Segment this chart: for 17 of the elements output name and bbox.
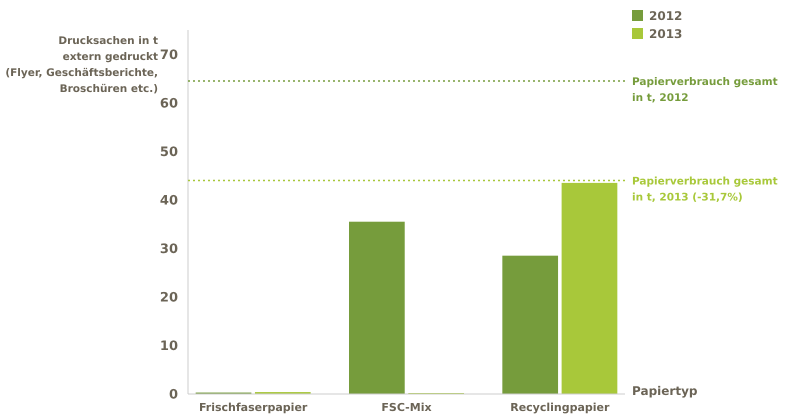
y-axis-title: Drucksachen in t extern gedruckt (Flyer, Geschäftsberichte, Broschüren etc.) [5,35,158,95]
y-tick-label: 50 [160,144,178,160]
y-tick-label: 70 [160,48,178,63]
x-tick-label: FSC-Mix [381,401,432,414]
ref-line-label: Papierverbrauch gesamt in t, 2013 (-31,7%) [632,175,778,204]
x-tick-label: Frischfaserpapier [198,401,308,414]
y-tick-label: 10 [160,339,178,354]
y-tick-label: 20 [160,290,178,306]
y-tick-label: 0 [168,388,178,403]
y-tick-label: 60 [160,96,178,112]
legend-label: 2012 [649,9,682,23]
y-tick-label: 30 [160,242,178,257]
x-axis-title: Papiertyp [632,384,698,398]
y-tick-label: 40 [160,193,178,208]
x-tick-label: Recyclingpapier [510,401,610,414]
ref-line-label: Papierverbrauch gesamt in t, 2012 [632,76,778,104]
legend-label: 2013 [649,27,682,41]
